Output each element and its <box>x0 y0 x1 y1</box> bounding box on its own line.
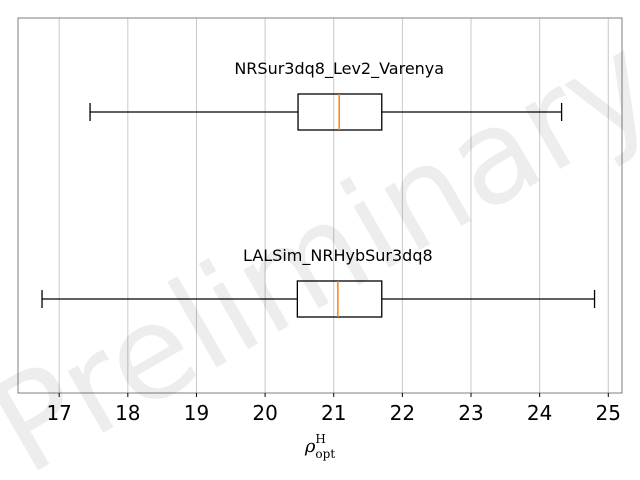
x-tick-label: 17 <box>46 401 71 425</box>
box-series: NRSur3dq8_Lev2_Varenya LALSim_NRHybSur3dq… <box>41 59 596 318</box>
x-axis-ticks: 17 18 19 20 21 22 23 24 25 <box>46 393 621 425</box>
plot-frame <box>17 17 623 394</box>
series-label: NRSur3dq8_Lev2_Varenya <box>234 59 444 79</box>
x-tick-label: 21 <box>321 401 346 425</box>
x-tick-label: 22 <box>390 401 415 425</box>
x-tick-label: 24 <box>527 401 552 425</box>
iqr-box <box>296 280 383 318</box>
x-axis-label-symbol: ρ <box>304 436 316 457</box>
x-tick-label: 19 <box>184 401 209 425</box>
x-axis-label: ρH opt <box>304 432 336 461</box>
x-tick-label: 23 <box>458 401 483 425</box>
x-tick-label: 18 <box>115 401 140 425</box>
x-axis-label-subscript: opt <box>315 447 335 461</box>
x-tick-label: 25 <box>596 401 621 425</box>
x-tick-label: 20 <box>252 401 277 425</box>
series-label: LALSim_NRHybSur3dq8 <box>243 246 433 266</box>
box-series-item: NRSur3dq8_Lev2_Varenya <box>89 59 563 131</box>
box-series-item: LALSim_NRHybSur3dq8 <box>41 246 596 318</box>
grid-lines <box>58 18 609 393</box>
x-axis-label-superscript: H <box>315 432 325 446</box>
